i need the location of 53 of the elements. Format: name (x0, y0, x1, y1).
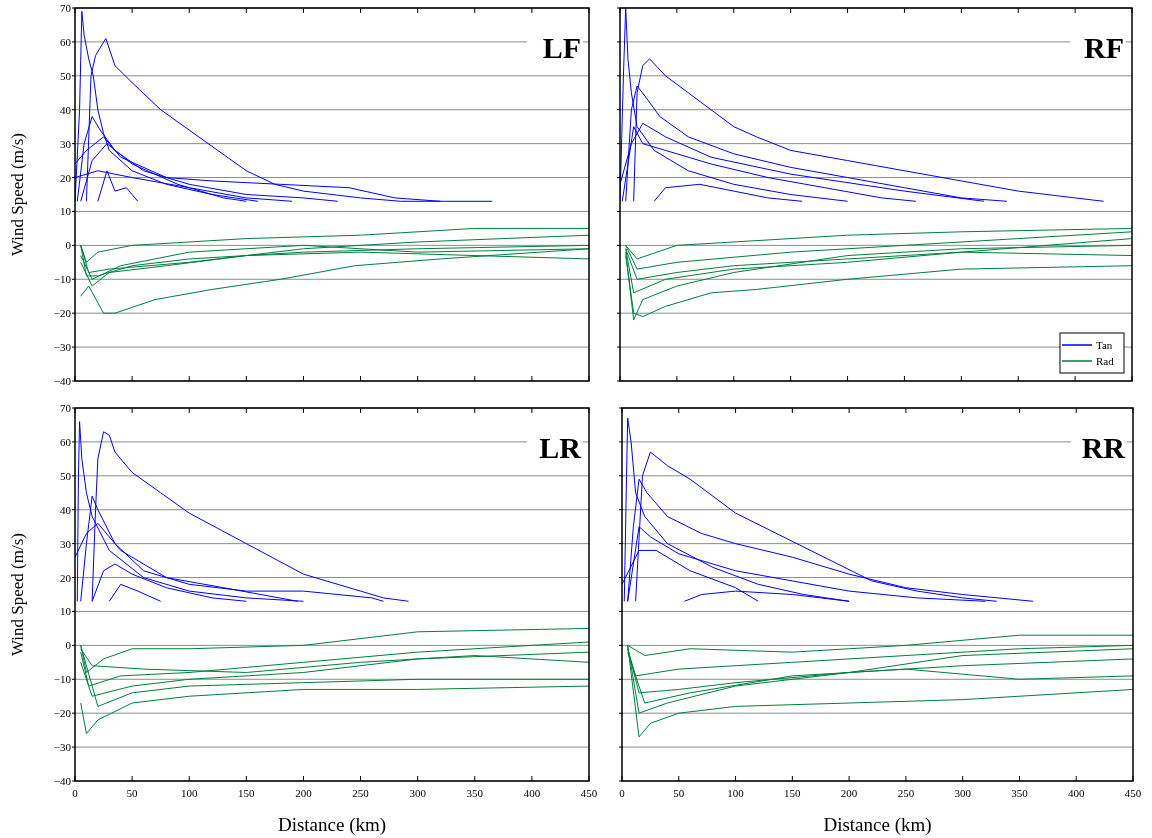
x-tick-label: 200 (295, 787, 313, 799)
y-axis-title: Wind Speed (m/s) (8, 532, 27, 657)
y-tick-label: 30 (60, 537, 72, 550)
legend-label: Tan (1096, 339, 1113, 351)
text: LF (542, 31, 581, 64)
x-tick-label: 0 (619, 787, 626, 799)
x-axis-title: Distance (km) (277, 814, 387, 836)
x-tick-label: 150 (784, 787, 802, 799)
x-tick-label: 450 (1124, 787, 1142, 799)
x-tick-label: 300 (409, 787, 427, 799)
x-tick-label: 250 (352, 787, 370, 799)
y-tick-label: 40 (60, 103, 72, 116)
y-tick-label: −30 (53, 341, 72, 354)
text: LR (539, 431, 582, 464)
y-tick-label: −30 (53, 741, 72, 754)
x-tick-label: 350 (466, 787, 484, 799)
y-tick-label: 70 (60, 2, 72, 14)
y-tick-label: 30 (60, 137, 72, 150)
y-tick-label: −20 (53, 307, 72, 320)
y-tick-label: 10 (60, 205, 72, 218)
y-tick-label: 70 (60, 402, 72, 414)
y-tick-label: 0 (65, 639, 72, 652)
legend-label: Rad (1096, 355, 1115, 367)
y-tick-label: 20 (60, 171, 72, 184)
y-tick-label: 60 (60, 435, 72, 448)
y-tick-label: 40 (60, 503, 72, 516)
x-tick-label: 450 (580, 787, 598, 799)
y-tick-label: 20 (60, 571, 72, 584)
y-axis-title: Wind Speed (m/s) (8, 132, 27, 257)
y-tick-label: −20 (53, 707, 72, 720)
y-tick-label: −40 (53, 375, 72, 387)
x-tick-label: 50 (673, 787, 685, 799)
y-tick-label: 50 (60, 469, 72, 482)
y-tick-label: −10 (53, 673, 72, 686)
x-tick-label: 250 (897, 787, 915, 799)
x-tick-label: 400 (523, 787, 541, 799)
x-tick-label: 400 (1067, 787, 1085, 799)
x-tick-label: 200 (840, 787, 858, 799)
text: RF (1084, 31, 1124, 64)
x-tick-label: 50 (126, 787, 139, 799)
x-tick-label: 100 (180, 787, 198, 799)
x-tick-label: 300 (954, 787, 972, 799)
x-axis-title: Distance (km) (823, 814, 932, 836)
x-tick-label: 150 (238, 787, 256, 799)
y-tick-label: 60 (60, 35, 72, 48)
y-tick-label: −10 (53, 273, 72, 286)
y-tick-label: 50 (60, 69, 72, 82)
y-tick-label: 10 (60, 605, 72, 618)
x-tick-label: 100 (727, 787, 745, 799)
x-tick-label: 350 (1011, 787, 1029, 799)
y-tick-label: 0 (65, 239, 72, 252)
text: RR (1081, 431, 1126, 464)
y-tick-label: −40 (53, 775, 72, 787)
